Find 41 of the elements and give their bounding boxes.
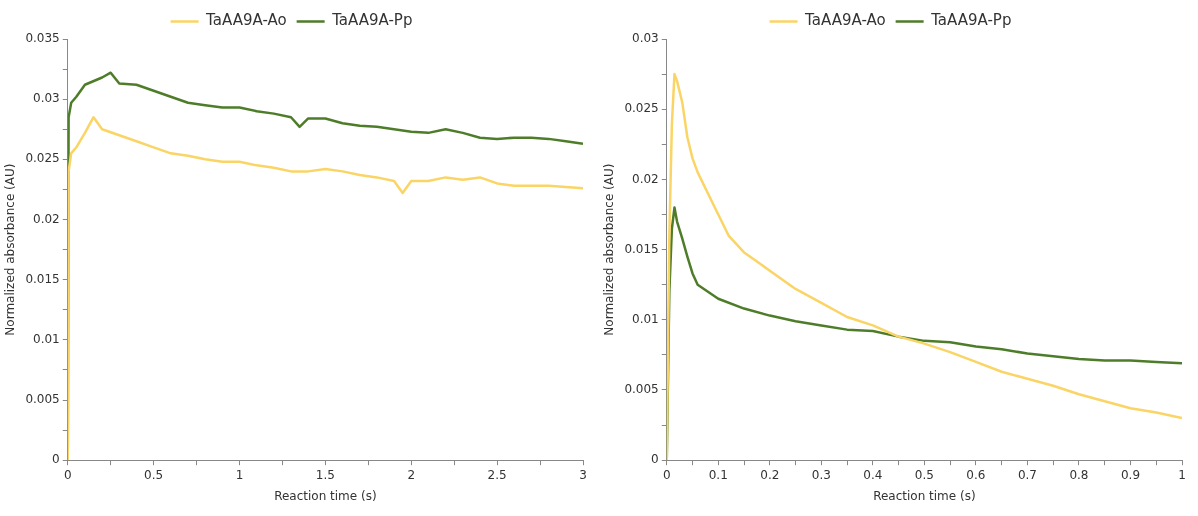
y-tick-label: 0.015 xyxy=(624,241,659,256)
x-tick-label: 1.5 xyxy=(315,467,335,482)
y-tick-label: 0 xyxy=(52,452,60,467)
y-tick-label: 0.03 xyxy=(632,31,659,46)
y-tick-label: 0.03 xyxy=(33,91,60,106)
x-tick-label: 0.5 xyxy=(914,467,934,482)
legend-label: TaAA9A-Pp xyxy=(331,11,413,30)
y-axis-title: Normalized absorbance (AU) xyxy=(602,163,617,336)
legend-label: TaAA9A-Ao xyxy=(804,11,886,30)
x-tick-label: 2 xyxy=(407,467,416,482)
x-tick-label: 1 xyxy=(235,467,244,482)
x-tick-label: 0.6 xyxy=(966,467,986,482)
y-tick-label: 0.025 xyxy=(624,101,659,116)
y-tick-label: 0.01 xyxy=(632,311,659,326)
legend-label: TaAA9A-Ao xyxy=(205,11,287,30)
y-tick-label: 0.015 xyxy=(25,271,60,286)
y-tick-label: 0 xyxy=(651,452,659,467)
x-tick-label: 0.8 xyxy=(1069,467,1089,482)
x-axis-title: Reaction time (s) xyxy=(274,488,377,503)
y-tick-label: 0.035 xyxy=(25,31,60,46)
x-tick-label: 0.1 xyxy=(708,467,728,482)
x-tick-label: 3 xyxy=(579,467,587,482)
x-tick-label: 1 xyxy=(1178,467,1186,482)
x-tick-label: 0.9 xyxy=(1120,467,1141,482)
y-tick-label: 0.005 xyxy=(25,392,60,407)
x-tick-label: 0.4 xyxy=(863,467,883,482)
y-tick-label: 0.01 xyxy=(33,331,60,346)
legend-label: TaAA9A-Pp xyxy=(930,11,1012,30)
y-tick-label: 0.025 xyxy=(25,151,60,166)
y-axis-title: Normalized absorbance (AU) xyxy=(3,163,18,336)
y-tick-label: 0.02 xyxy=(632,171,659,186)
y-tick-label: 0.02 xyxy=(33,211,60,226)
x-axis-title: Reaction time (s) xyxy=(873,488,976,503)
x-tick-label: 0.2 xyxy=(760,467,780,482)
x-tick-label: 0 xyxy=(63,467,72,482)
x-tick-label: 2.5 xyxy=(487,467,507,482)
x-tick-label: 0 xyxy=(662,467,671,482)
x-tick-label: 0.5 xyxy=(144,467,164,482)
x-tick-label: 0.3 xyxy=(811,467,831,482)
y-tick-label: 0.005 xyxy=(624,382,659,397)
x-tick-label: 0.7 xyxy=(1017,467,1037,482)
